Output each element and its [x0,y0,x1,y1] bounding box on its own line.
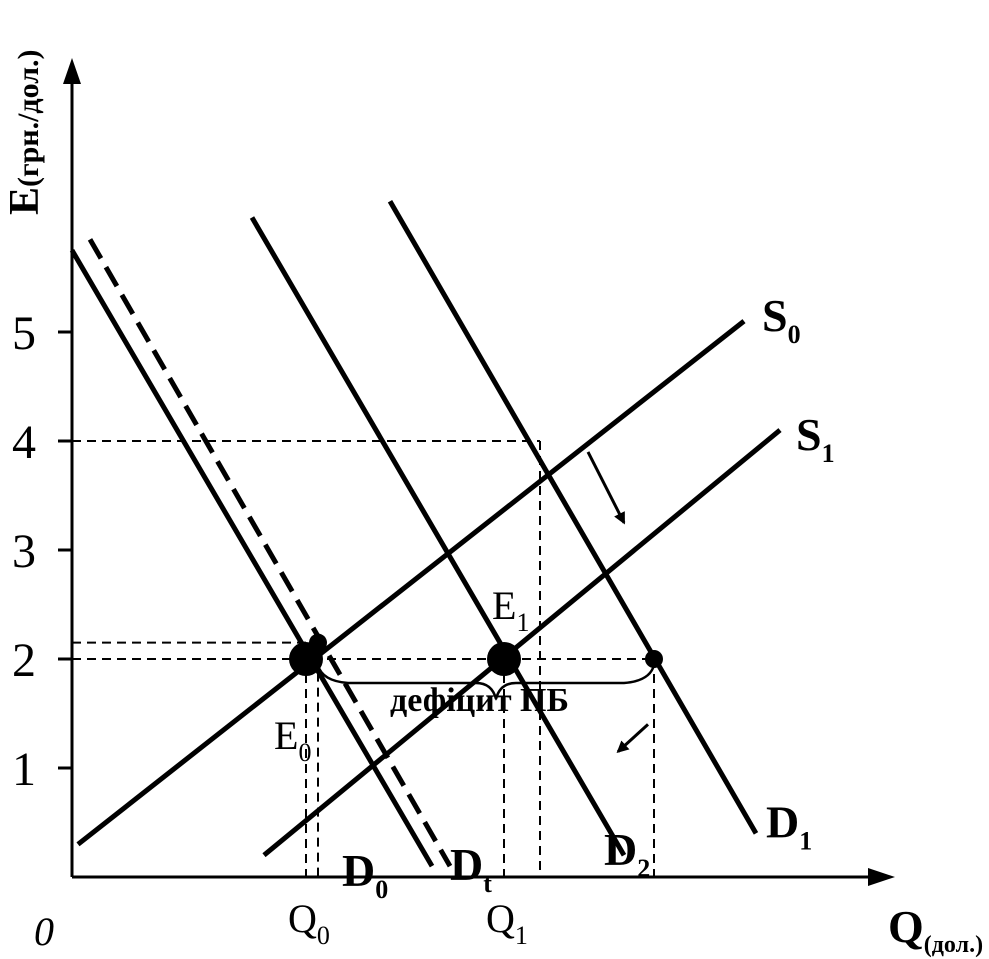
curve-label-d1: D1 [766,796,812,855]
y-axis-arrowhead [63,58,81,84]
curve-label-d2: D2 [604,824,650,883]
y-axis-title-unit: (грн./дол.) [12,49,45,187]
axes [63,58,895,886]
curve-dt [87,238,453,868]
point-e1 [487,642,521,676]
point-marker-2 [309,633,327,652]
curve-s0 [76,319,746,847]
brace-path [316,664,656,700]
point-label-e0: E0 [274,713,311,767]
shift-arrow-0 [586,451,626,525]
x-ticks: Q0 Q1 [288,896,528,950]
origin-label: 0 [34,909,54,954]
x-tick-label-q1: Q1 [486,896,528,950]
y-axis-title: E(грн./дол.) [2,49,48,215]
deficit-brace [316,664,656,700]
deficit-annotation: дефіцит ПБ [390,682,569,719]
y-tick-label-2: 2 [12,634,36,687]
shift-arrow-1 [616,723,650,753]
y-tick-label-3: 3 [12,525,36,578]
curve-d1 [387,199,759,835]
y-ticks: 1 2 3 4 5 [12,307,72,796]
point-label-e1: E1 [492,583,529,637]
shift-arrows [586,451,650,753]
x-axis-title: Q(дол.) [888,901,983,958]
guide-lines [72,440,655,877]
points: E0 E1 [274,583,663,767]
curve-d0 [69,248,435,868]
y-tick-label-4: 4 [12,416,36,469]
curve-s1 [262,428,782,858]
x-axis-title-unit: (дол.) [924,932,983,958]
curves [69,199,782,868]
x-axis-arrowhead [868,868,895,886]
point-marker-3 [645,650,663,668]
y-axis-title-main: E [2,187,48,215]
curve-d2 [249,216,627,857]
x-axis-title-main: Q [888,901,924,952]
x-tick-label-q0: Q0 [288,896,330,950]
curve-label-s0: S0 [762,290,801,349]
y-tick-label-5: 5 [12,307,36,360]
curve-label-d0: D0 [342,845,388,904]
curve-label-dt: Dt [450,839,492,898]
y-tick-label-1: 1 [12,743,36,796]
curve-labels: S0 S1 D0 Dt D2 D1 [342,290,835,904]
curve-label-s1: S1 [796,409,835,468]
